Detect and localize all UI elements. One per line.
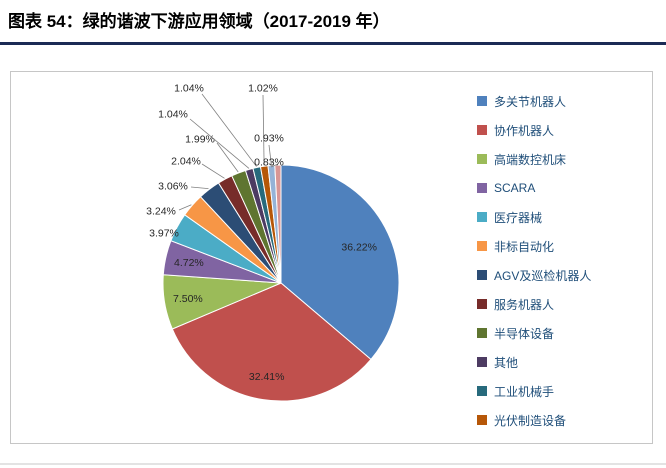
label-leader-line — [201, 93, 257, 167]
pie-percentage-label: 3.06% — [158, 181, 188, 193]
legend-item: AGV及巡检机器人 — [477, 268, 592, 283]
pie-percentage-label: 1.04% — [158, 109, 188, 121]
legend-swatch — [477, 96, 487, 106]
label-leader-line — [190, 186, 209, 189]
legend-label: 高端数控机床 — [494, 152, 567, 167]
pie-percentage-label: 0.93% — [254, 133, 284, 145]
legend-swatch — [477, 270, 487, 280]
legend-label: 多关节机器人 — [494, 94, 567, 109]
legend-swatch — [477, 386, 487, 396]
legend-label: 服务机器人 — [494, 297, 555, 312]
title-divider — [0, 42, 666, 45]
legend-label: 半导体设备 — [494, 326, 555, 341]
legend-swatch — [477, 299, 487, 309]
legend-swatch — [477, 241, 487, 251]
figure-title: 图表 54：绿的谐波下游应用领域（2017-2019 年） — [8, 12, 390, 31]
legend-label: 工业机械手 — [494, 384, 555, 399]
label-leader-line — [268, 144, 272, 165]
legend-item: SCARA — [477, 181, 591, 195]
pie-percentage-label: 0.83% — [254, 157, 284, 169]
legend-swatch — [477, 415, 487, 425]
legend-label: 其他 — [494, 355, 519, 370]
legend-item: 医疗器械 — [477, 210, 591, 225]
pie-percentage-label: 1.99% — [185, 134, 215, 146]
legend-label: 非标自动化 — [494, 239, 555, 254]
pie-percentage-label: 32.41% — [249, 371, 285, 383]
legend-swatch — [477, 154, 487, 164]
page-bottom-divider — [0, 463, 666, 465]
legend-item: 非标自动化 — [477, 239, 591, 254]
legend-swatch — [477, 125, 487, 135]
pie-slice — [280, 164, 400, 361]
chart-legend: 多关节机器人 协作机器人高端数控机床 SCARA 医疗器械非标自动化 AGV及巡检机器人… — [477, 94, 592, 428]
legend-swatch — [477, 212, 487, 222]
pie-percentage-label: 1.02% — [248, 83, 278, 95]
legend-item: 高端数控机床 — [477, 152, 591, 167]
legend-label: 光伏制造设备 — [494, 413, 567, 428]
legend-label: 医疗器械 — [494, 210, 543, 225]
label-leader-line — [216, 142, 239, 173]
legend-item: 半导体设备 — [477, 326, 591, 341]
legend-label: 协作机器人 — [494, 123, 555, 138]
label-leader-line — [262, 94, 265, 166]
pie-percentage-label: 3.24% — [146, 206, 176, 218]
label-leader-line — [270, 163, 279, 168]
legend-item: 服务机器人 — [477, 297, 591, 312]
label-leader-line — [178, 204, 192, 211]
legend-label: SCARA — [494, 181, 536, 195]
legend-swatch — [477, 183, 487, 193]
pie-percentage-label: 2.04% — [171, 156, 201, 168]
pie-percentage-label: 4.72% — [174, 257, 204, 269]
legend-item: 光伏制造设备 — [477, 413, 591, 428]
legend-swatch — [477, 357, 487, 367]
pie-percentage-label: 7.50% — [173, 293, 203, 305]
legend-swatch — [477, 328, 487, 338]
pie-slice — [171, 282, 372, 402]
pie-percentage-label: 3.97% — [149, 228, 179, 240]
chart-panel: 36.22% 32.41% 7.50% 4.72% 3.97% 3.24% 3.06% 2.0… — [10, 71, 653, 444]
label-leader-line — [201, 163, 225, 179]
label-leader-line — [189, 118, 250, 169]
legend-item: 多关节机器人 — [477, 94, 591, 109]
pie-percentage-label: 1.04% — [174, 83, 204, 95]
pie-percentage-label: 36.22% — [341, 242, 377, 254]
pie-chart: 36.22% 32.41% 7.50% 4.72% 3.97% 3.24% 3.06% 2.0… — [146, 83, 400, 402]
legend-item: 工业机械手 — [477, 384, 591, 399]
legend-item: 协作机器人 — [477, 123, 591, 138]
legend-label: AGV及巡检机器人 — [494, 268, 592, 283]
legend-item: 其他 — [477, 355, 591, 370]
